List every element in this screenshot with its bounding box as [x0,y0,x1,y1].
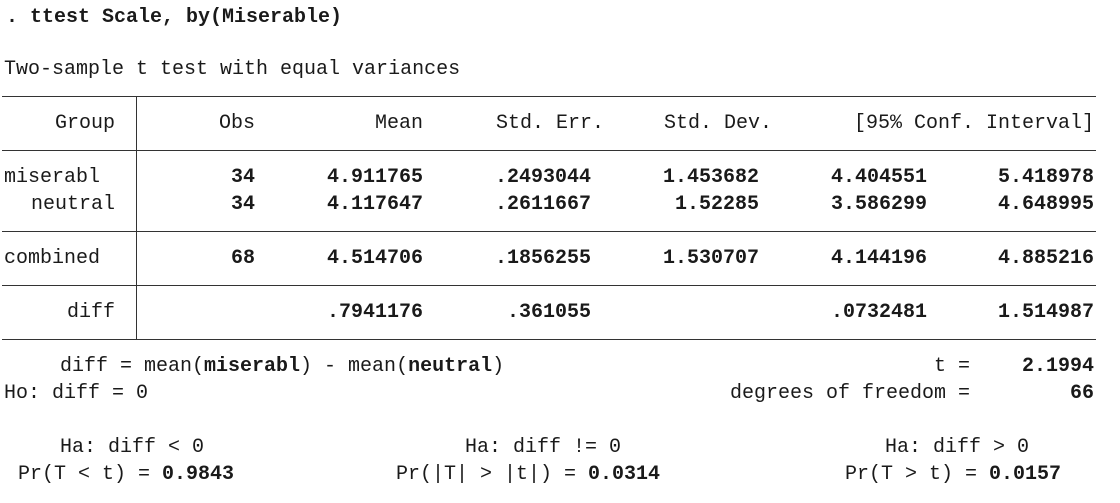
row-std-err: .2611667 [494,193,591,216]
table-bottom-rule [2,339,1096,340]
row-group: neutral [30,193,115,216]
diff-group1: miserabl [204,355,301,378]
pr-less: Pr(T < t) = 0.9843 [18,463,234,487]
row-mean: 4.514706 [326,247,423,270]
diff-group2: neutral [408,355,493,378]
pr-greater-label: Pr(T > t) = [845,463,978,486]
row-std-err: .1856255 [494,247,591,270]
group-column-divider [136,96,137,340]
row-ci-high: 1.514987 [997,301,1094,324]
pr-not-equal-value: 0.0314 [588,463,661,486]
pr-not-equal-label: Pr(|T| > |t|) = [396,463,577,486]
header-std-dev: Std. Dev. [663,112,772,135]
header-obs: Obs [218,112,255,135]
row-group: combined [4,247,101,270]
diff-definition: diff = mean(miserabl) - mean(neutral) [60,355,504,379]
row-mean: 4.911765 [326,166,423,189]
diff-prefix: diff = mean( [60,355,205,378]
header-rule [2,150,1096,151]
df-value: 66 [1069,382,1094,405]
diff-mid: ) - mean( [300,355,409,378]
test-title: Two-sample t test with equal variances [4,58,461,81]
row-ci-low: 3.586299 [830,193,927,216]
row-obs: 34 [230,193,255,216]
row-ci-high: 4.648995 [997,193,1094,216]
row-group: miserabl [4,166,101,189]
row-std-err: .2493044 [494,166,591,189]
row-obs: 34 [230,166,255,189]
df-label: degrees of freedom = [729,382,970,405]
row-mean: 4.117647 [326,193,423,216]
header-group: Group [54,112,115,135]
null-hypothesis: Ho: diff = 0 [4,382,149,405]
row-ci-high: 4.885216 [997,247,1094,270]
header-conf-interval: [95% Conf. Interval] [853,112,1094,135]
header-std-err: Std. Err. [495,112,604,135]
combined-rule [2,285,1096,286]
command-line: . ttest Scale, by(Miserable) [6,6,343,29]
table-top-rule [2,96,1096,97]
t-label: t = [933,355,970,378]
pr-not-equal: Pr(|T| > |t|) = 0.0314 [396,463,660,487]
row-mean: .7941176 [326,301,423,324]
diff-suffix: ) [492,355,505,378]
row-std-dev: 1.52285 [674,193,759,216]
ha-greater: Ha: diff > 0 [885,436,1030,459]
groups-rule [2,231,1096,232]
t-value: 2.1994 [1021,355,1094,378]
ha-less: Ha: diff < 0 [60,436,205,459]
pr-greater: Pr(T > t) = 0.0157 [845,463,1061,487]
ha-not-equal: Ha: diff != 0 [465,436,622,459]
row-ci-high: 5.418978 [997,166,1094,189]
pr-less-label: Pr(T < t) = [18,463,151,486]
row-obs: 68 [230,247,255,270]
header-mean: Mean [374,112,423,135]
row-std-dev: 1.530707 [662,247,759,270]
row-ci-low: 4.404551 [830,166,927,189]
row-ci-low: 4.144196 [830,247,927,270]
pr-greater-value: 0.0157 [989,463,1062,486]
row-ci-low: .0732481 [830,301,927,324]
row-std-err: .361055 [506,301,591,324]
row-std-dev: 1.453682 [662,166,759,189]
pr-less-value: 0.9843 [162,463,235,486]
row-group: diff [66,301,115,324]
